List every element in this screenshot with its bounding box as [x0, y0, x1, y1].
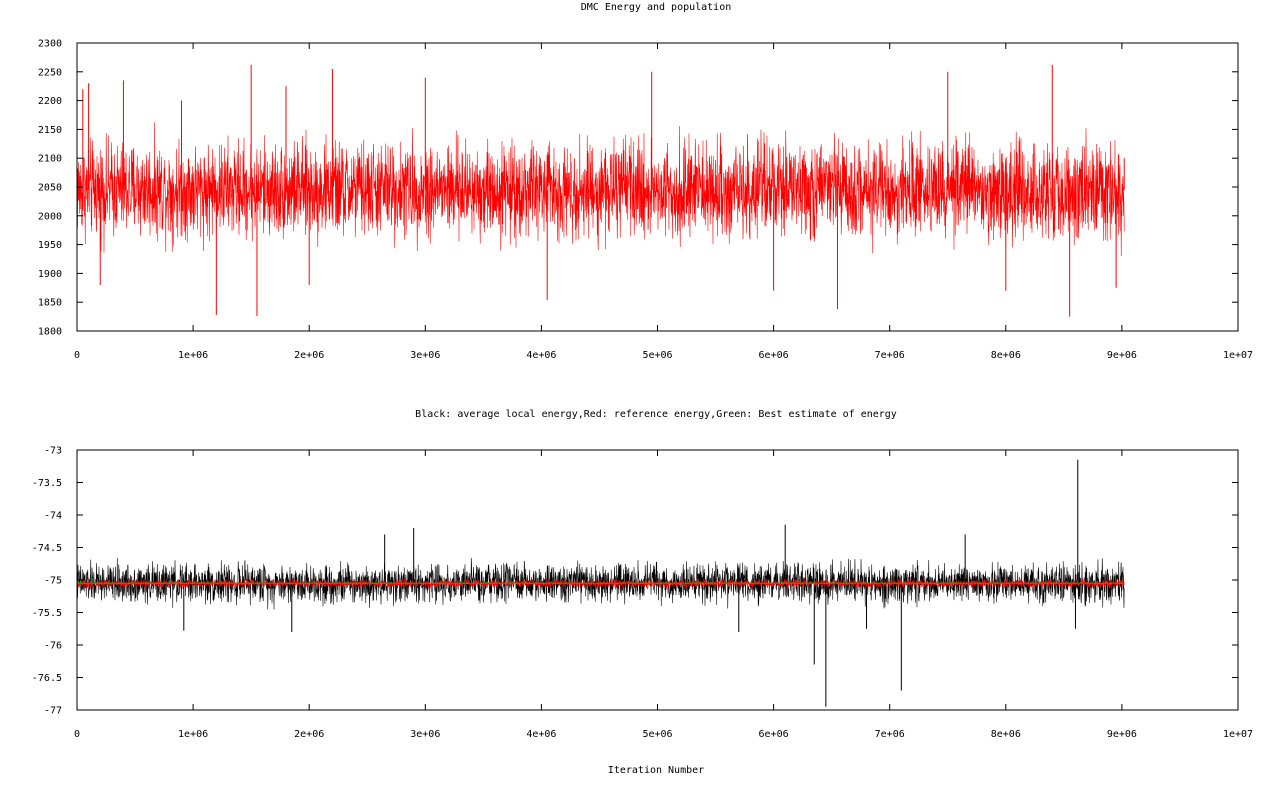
x-tick-label-0-4: 4e+06 [526, 350, 556, 361]
y-tick-label-1-3: -75.5 [32, 608, 62, 619]
x-tick-label-0-6: 6e+06 [759, 350, 789, 361]
y-tick-label-0-6: 2100 [38, 154, 62, 165]
y-tick-label-0-10: 2300 [38, 39, 62, 50]
chart-title-energy-population: DMC Energy and population [581, 2, 732, 13]
y-tick-label-0-1: 1850 [38, 298, 62, 309]
x-tick-label-0-9: 9e+06 [1107, 350, 1137, 361]
x-tick-label-1-1: 1e+06 [178, 729, 208, 740]
x-tick-label-1-10: 1e+07 [1223, 729, 1253, 740]
x-tick-label-0-7: 7e+06 [875, 350, 905, 361]
x-tick-label-1-9: 9e+06 [1107, 729, 1137, 740]
x-axis-label-iteration-number: Iteration Number [608, 765, 704, 776]
y-tick-label-1-5: -74.5 [32, 543, 62, 554]
x-tick-label-1-8: 8e+06 [991, 729, 1021, 740]
x-tick-label-1-4: 4e+06 [526, 729, 556, 740]
y-tick-label-0-8: 2200 [38, 96, 62, 107]
y-tick-label-0-4: 2000 [38, 211, 62, 222]
x-tick-label-1-2: 2e+06 [294, 729, 324, 740]
x-tick-label-0-5: 5e+06 [642, 350, 672, 361]
plot-energies: 0 1e+06 2e+06 3e+06 4e+06 5e+06 6e+06 7e+06 8e+0… [32, 446, 1253, 741]
x-tick-label-0-2: 2e+06 [294, 350, 324, 361]
x-tick-label-0-8: 8e+06 [991, 350, 1021, 361]
y-tick-label-0-7: 2150 [38, 125, 62, 136]
y-tick-label-1-2: -76 [44, 641, 62, 652]
y-tick-label-1-8: -73 [44, 446, 62, 457]
series-trace-1-2 [76, 581, 1125, 586]
x-tick-label-0-3: 3e+06 [410, 350, 440, 361]
y-tick-label-0-9: 2250 [38, 67, 62, 78]
y-tick-label-1-4: -75 [44, 576, 62, 587]
x-tick-label-1-6: 6e+06 [759, 729, 789, 740]
x-tick-label-0-1: 1e+06 [178, 350, 208, 361]
y-tick-label-0-3: 1950 [38, 240, 62, 251]
x-tick-label-1-5: 5e+06 [642, 729, 672, 740]
y-tick-label-0-0: 1800 [38, 327, 62, 338]
chart-title-energies: Black: average local energy,Red: referen… [415, 409, 897, 420]
series-trace-0-0 [76, 122, 1125, 256]
x-tick-label-1-7: 7e+06 [875, 729, 905, 740]
y-tick-label-0-2: 1900 [38, 269, 62, 280]
y-tick-label-1-0: -77 [44, 706, 62, 717]
y-tick-label-1-6: -74 [44, 511, 62, 522]
y-tick-label-1-1: -76.5 [32, 673, 62, 684]
plot-energy-population: 0 1e+06 2e+06 3e+06 4e+06 5e+06 6e+06 7e+06 8e+0… [38, 39, 1253, 362]
y-tick-label-0-5: 2050 [38, 183, 62, 194]
x-tick-label-0-10: 1e+07 [1223, 350, 1253, 361]
x-tick-label-0-0: 0 [74, 350, 80, 361]
x-tick-label-1-0: 0 [74, 729, 80, 740]
y-tick-label-1-7: -73.5 [32, 478, 62, 489]
x-tick-label-1-3: 3e+06 [410, 729, 440, 740]
